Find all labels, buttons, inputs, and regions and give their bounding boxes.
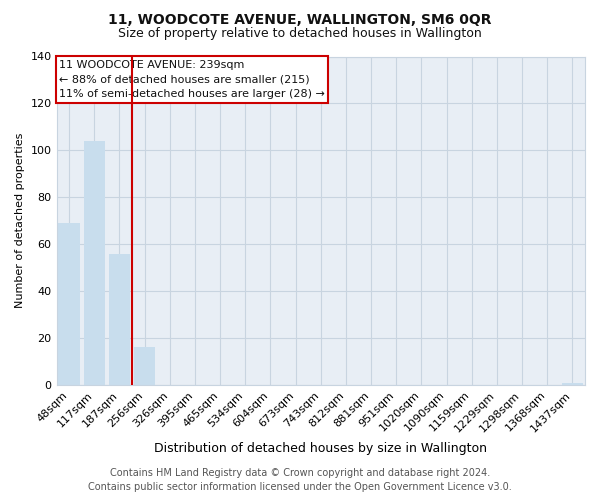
Bar [109,254,130,385]
Y-axis label: Number of detached properties: Number of detached properties [15,133,25,308]
Bar [562,382,583,385]
X-axis label: Distribution of detached houses by size in Wallington: Distribution of detached houses by size … [154,442,487,455]
Bar [83,141,105,385]
Text: Contains HM Land Registry data © Crown copyright and database right 2024.
Contai: Contains HM Land Registry data © Crown c… [88,468,512,492]
Bar [134,348,155,385]
Text: Size of property relative to detached houses in Wallington: Size of property relative to detached ho… [118,28,482,40]
Text: 11, WOODCOTE AVENUE, WALLINGTON, SM6 0QR: 11, WOODCOTE AVENUE, WALLINGTON, SM6 0QR [108,12,492,26]
Bar [58,223,80,385]
Text: 11 WOODCOTE AVENUE: 239sqm
← 88% of detached houses are smaller (215)
11% of sem: 11 WOODCOTE AVENUE: 239sqm ← 88% of deta… [59,60,325,100]
